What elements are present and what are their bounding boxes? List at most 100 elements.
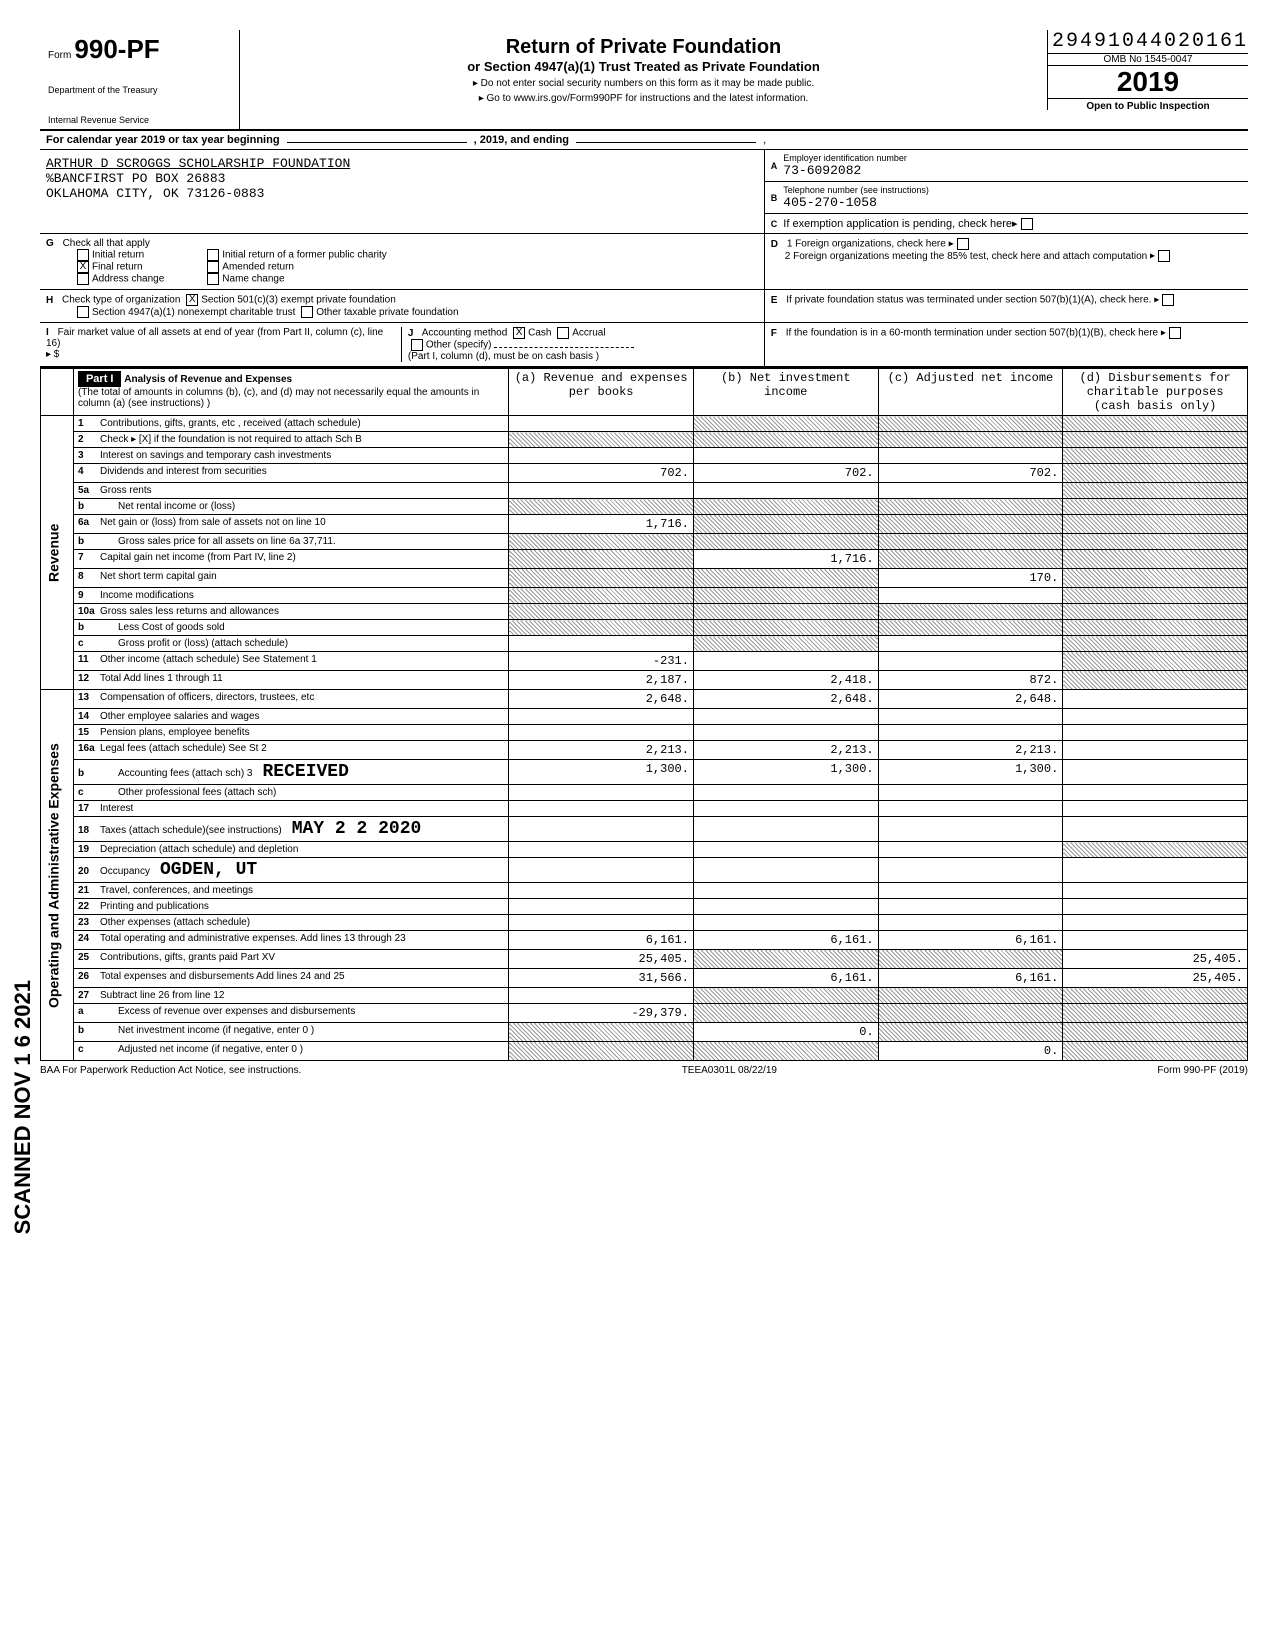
table-row: bLess Cost of goods sold xyxy=(41,620,1248,636)
amount-cell-b xyxy=(693,620,878,636)
amount-cell-c xyxy=(878,652,1063,671)
line-description: bNet investment income (if negative, ent… xyxy=(73,1023,508,1042)
g-amended-checkbox[interactable] xyxy=(207,261,219,273)
table-row: bNet investment income (if negative, ent… xyxy=(41,1023,1248,1042)
amount-cell-b: 2,648. xyxy=(693,690,878,709)
f-checkbox[interactable] xyxy=(1169,327,1181,339)
table-row: 27Subtract line 26 from line 12 xyxy=(41,988,1248,1004)
amount-cell-a: 1,716. xyxy=(509,515,694,534)
form-subtitle: or Section 4947(a)(1) Trust Treated as P… xyxy=(250,59,1037,74)
d1-text: 1 Foreign organizations, check here xyxy=(787,239,946,250)
amount-cell-d xyxy=(1063,842,1248,858)
amount-cell-b xyxy=(693,883,878,899)
amount-cell-b xyxy=(693,569,878,588)
amount-cell-a: 6,161. xyxy=(509,931,694,950)
amount-cell-c: 872. xyxy=(878,671,1063,690)
j-accrual: Accrual xyxy=(572,328,605,339)
section-h-e: H Check type of organization Section 501… xyxy=(40,290,1248,323)
h-other-checkbox[interactable] xyxy=(301,306,313,318)
line-description: 7Capital gain net income (from Part IV, … xyxy=(73,550,508,569)
line-description: 14Other employee salaries and wages xyxy=(73,709,508,725)
amount-cell-d xyxy=(1063,499,1248,515)
line-description: 24Total operating and administrative exp… xyxy=(73,931,508,950)
table-row: 25Contributions, gifts, grants paid Part… xyxy=(41,950,1248,969)
table-row: 2Check ▸ [X] if the foundation is not re… xyxy=(41,432,1248,448)
amount-cell-b xyxy=(693,499,878,515)
period-mid: , 2019, and ending xyxy=(474,134,569,146)
phone-label: Telephone number (see instructions) xyxy=(783,185,1242,195)
amount-cell-a: 25,405. xyxy=(509,950,694,969)
j-other-checkbox[interactable] xyxy=(411,339,423,351)
line-description: cOther professional fees (attach sch) xyxy=(73,785,508,801)
line-description: 12Total Add lines 1 through 11 xyxy=(73,671,508,690)
g-initial: Initial return xyxy=(92,250,144,261)
amount-cell-d xyxy=(1063,725,1248,741)
amount-cell-d xyxy=(1063,483,1248,499)
i-prefix: ▸ $ xyxy=(46,349,59,360)
j-cash-checkbox[interactable] xyxy=(513,327,525,339)
table-row: 7Capital gain net income (from Part IV, … xyxy=(41,550,1248,569)
date-stamp: MAY 2 2 2020 xyxy=(292,819,422,839)
amount-cell-a xyxy=(509,915,694,931)
form-number: 990-PF xyxy=(74,34,159,64)
table-row: 4Dividends and interest from securities7… xyxy=(41,464,1248,483)
warn-ssn: ▸ Do not enter social security numbers o… xyxy=(250,78,1037,89)
c-checkbox[interactable] xyxy=(1021,218,1033,230)
j-accrual-checkbox[interactable] xyxy=(557,327,569,339)
g-addr-checkbox[interactable] xyxy=(77,273,89,285)
dept-treasury: Department of the Treasury xyxy=(48,85,231,95)
e-checkbox[interactable] xyxy=(1162,294,1174,306)
arrow-icon: ▸ xyxy=(1150,251,1155,262)
amount-cell-b: 0. xyxy=(693,1023,878,1042)
ein-value: 73-6092082 xyxy=(783,163,1242,178)
amount-cell-a: 2,187. xyxy=(509,671,694,690)
amount-cell-a: 31,566. xyxy=(509,969,694,988)
amount-cell-b xyxy=(693,652,878,671)
line-description: 15Pension plans, employee benefits xyxy=(73,725,508,741)
line-description: 25Contributions, gifts, grants paid Part… xyxy=(73,950,508,969)
j-other-blank xyxy=(494,347,634,348)
amount-cell-d xyxy=(1063,636,1248,652)
table-row: 8Net short term capital gain170. xyxy=(41,569,1248,588)
d1-checkbox[interactable] xyxy=(957,238,969,250)
line-description: 27Subtract line 26 from line 12 xyxy=(73,988,508,1004)
amount-cell-a xyxy=(509,801,694,817)
period-label: For calendar year 2019 or tax year begin… xyxy=(46,134,280,146)
g-namechg-checkbox[interactable] xyxy=(207,273,219,285)
line-description: 8Net short term capital gain xyxy=(73,569,508,588)
amount-cell-a xyxy=(509,416,694,432)
section-c: C If exemption application is pending, c… xyxy=(765,214,1248,233)
amount-cell-c xyxy=(878,950,1063,969)
amount-cell-b xyxy=(693,483,878,499)
amount-cell-d xyxy=(1063,760,1248,785)
omb: OMB No 1545-0047 xyxy=(1048,53,1248,66)
page-footer: BAA For Paperwork Reduction Act Notice, … xyxy=(40,1065,1248,1076)
amount-cell-b xyxy=(693,801,878,817)
d2-checkbox[interactable] xyxy=(1158,250,1170,262)
amount-cell-b xyxy=(693,448,878,464)
amount-cell-b: 702. xyxy=(693,464,878,483)
g-final-checkbox[interactable] xyxy=(77,261,89,273)
g-initformer-checkbox[interactable] xyxy=(207,249,219,261)
amount-cell-d xyxy=(1063,604,1248,620)
amount-cell-d xyxy=(1063,569,1248,588)
amount-cell-c xyxy=(878,416,1063,432)
h-4947-checkbox[interactable] xyxy=(77,306,89,318)
g-initial-checkbox[interactable] xyxy=(77,249,89,261)
amount-cell-b: 6,161. xyxy=(693,931,878,950)
amount-cell-c xyxy=(878,620,1063,636)
amount-cell-d xyxy=(1063,690,1248,709)
amount-cell-c xyxy=(878,801,1063,817)
amount-cell-a xyxy=(509,604,694,620)
expenses-side-label: Operating and Administrative Expenses xyxy=(41,690,74,1061)
line-description: 16aLegal fees (attach schedule) See St 2 xyxy=(73,741,508,760)
amount-cell-d xyxy=(1063,899,1248,915)
h-501c3-checkbox[interactable] xyxy=(186,294,198,306)
g-label: Check all that apply xyxy=(63,238,150,249)
scanned-stamp: SCANNED NOV 1 6 2021 xyxy=(10,980,36,1234)
amount-cell-a xyxy=(509,432,694,448)
open-public: Open to Public Inspection xyxy=(1048,99,1248,114)
line-description: 5aGross rents xyxy=(73,483,508,499)
table-row: 20OccupancyOGDEN, UT xyxy=(41,858,1248,883)
revenue-side-label: Revenue xyxy=(41,416,74,690)
